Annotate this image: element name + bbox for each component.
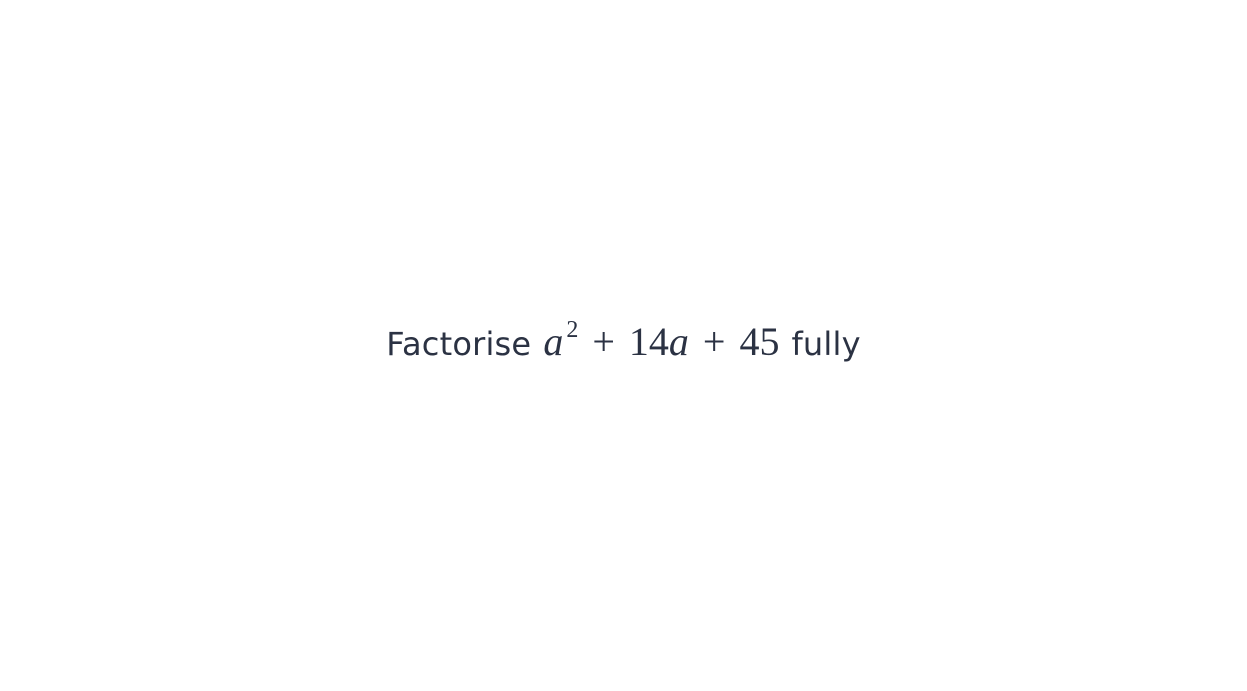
term1-variable: a <box>543 319 564 364</box>
constant-term: 45 <box>739 319 780 364</box>
term2-variable: a <box>668 319 689 364</box>
term1-exponent: 2 <box>566 317 579 343</box>
plus-operator-2: + <box>702 319 726 364</box>
question-prefix: Factorise <box>386 325 532 363</box>
plus-operator-1: + <box>592 319 615 364</box>
question-text: Factorise a 2 + 14 a + 45 fully <box>386 317 861 365</box>
question-suffix: fully <box>791 325 861 363</box>
term2-coefficient: 14 <box>628 319 669 364</box>
quadratic-expression: a 2 + 14 a + 45 <box>543 317 780 365</box>
